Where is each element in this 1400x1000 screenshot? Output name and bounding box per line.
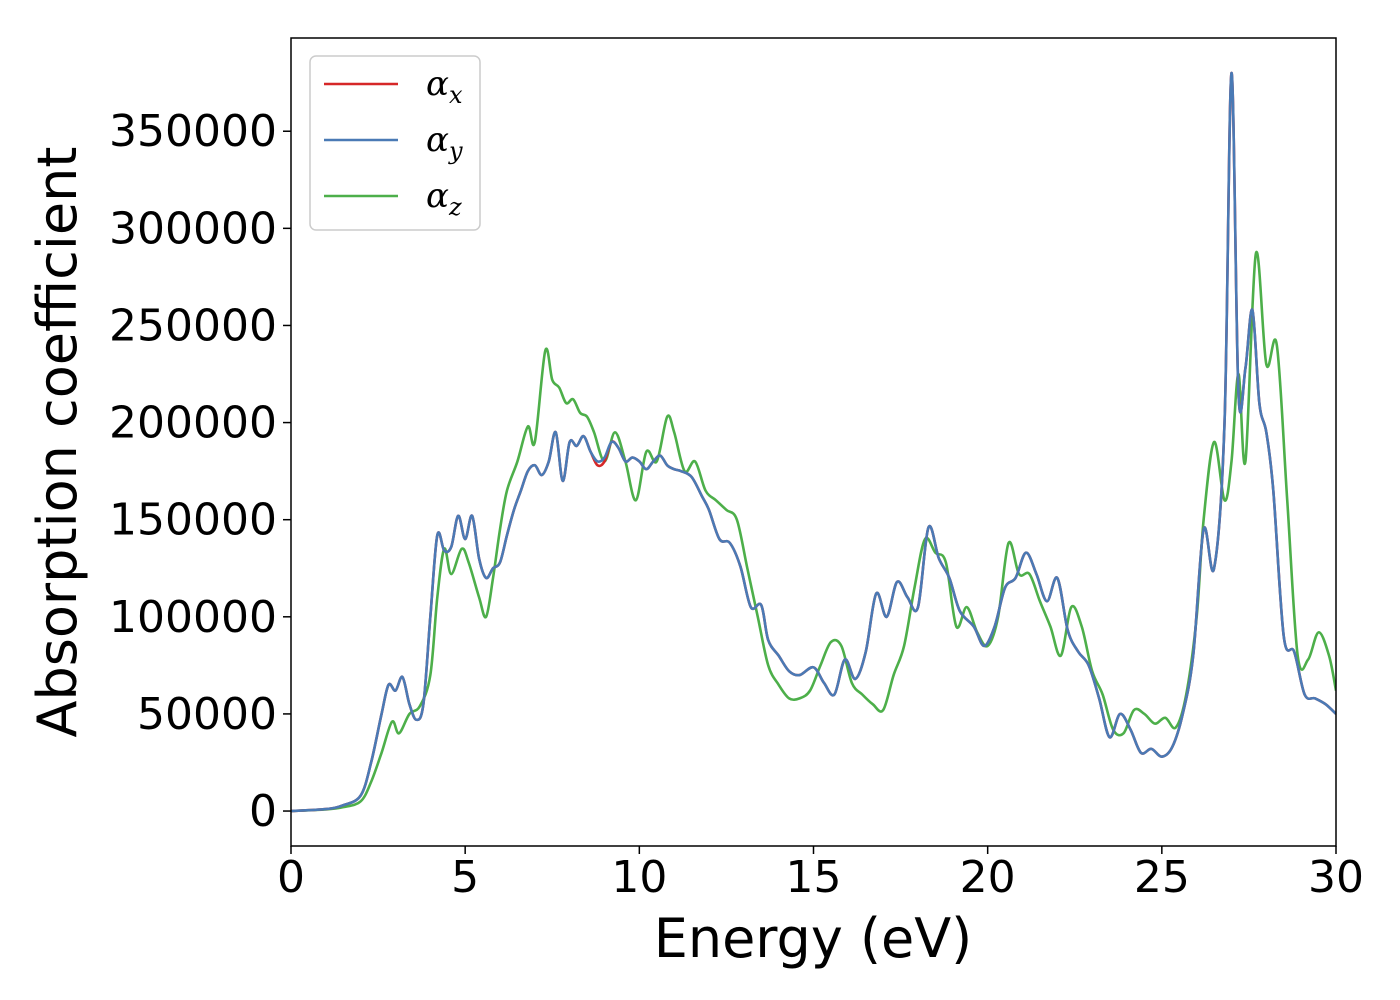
- x-axis-ticks: 0 5 10 15 20 25 30: [277, 846, 1364, 903]
- x-tick-label: 0: [277, 852, 305, 903]
- y-tick-label: 150000: [109, 495, 277, 546]
- y-tick-label: 100000: [109, 592, 277, 643]
- x-tick-label: 10: [611, 852, 667, 903]
- y-tick-label: 0: [249, 786, 277, 837]
- y-tick-label: 300000: [109, 203, 277, 254]
- series-layer: [291, 71, 1336, 813]
- x-tick-label: 25: [1134, 852, 1190, 903]
- x-tick-label: 20: [960, 852, 1016, 903]
- legend: αx αy αz: [309, 55, 481, 231]
- x-tick-label: 5: [451, 852, 479, 903]
- y-tick-label: 250000: [109, 300, 277, 351]
- legend-box: [309, 55, 481, 231]
- series-line-y: [291, 71, 1336, 813]
- y-axis-label: Absorption coefficient: [26, 147, 89, 738]
- legend-label-y: αy: [426, 120, 463, 165]
- x-tick-label: 15: [786, 852, 842, 903]
- y-tick-label: 200000: [109, 398, 277, 449]
- x-tick-label: 30: [1308, 852, 1364, 903]
- x-axis-label: Energy (eV): [654, 907, 973, 970]
- y-axis-ticks: 0 50000 100000 150000 200000 250000 300000 3500…: [109, 106, 291, 837]
- legend-label-x: αx: [426, 64, 463, 109]
- y-tick-label: 350000: [109, 106, 277, 157]
- legend-label-z: αz: [426, 176, 462, 221]
- y-tick-label: 50000: [137, 689, 277, 740]
